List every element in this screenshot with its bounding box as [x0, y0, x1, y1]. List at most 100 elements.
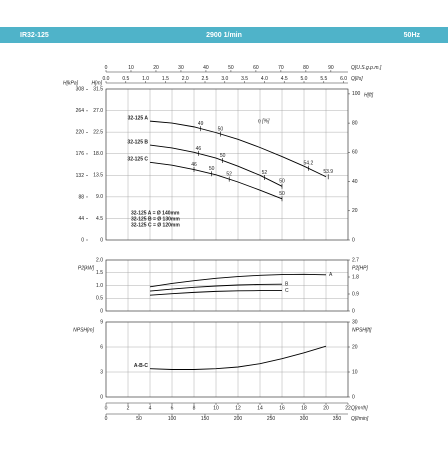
y-tick-label: 0 — [100, 394, 103, 400]
axis-tick-label: 100 — [168, 416, 177, 422]
curve — [149, 144, 283, 187]
efficiency-label: 53.9 — [323, 169, 333, 175]
x-tick-label: 14 — [257, 405, 263, 411]
axis-tick-label: 80 — [303, 65, 309, 71]
curve-label: 32-125 B — [127, 139, 148, 145]
axis-tick-label: 90 — [328, 65, 334, 71]
y-tick-label: 4.5 — [96, 216, 103, 222]
y2-tick-label: 0 — [352, 308, 355, 314]
curve — [149, 290, 282, 296]
axis-tick-label: 40 — [203, 65, 209, 71]
y-tick-label: 6 — [100, 344, 103, 350]
y-axis-label: H[m] — [91, 80, 102, 86]
axis-tick-label: 3.0 — [221, 76, 228, 82]
y-tick-label: 1.0 — [96, 283, 103, 289]
y3-tick-label: 88 — [78, 194, 84, 200]
x-tick-label: 2 — [127, 405, 130, 411]
curve-label: 32-125 A — [128, 115, 149, 121]
curve-label: B — [285, 282, 289, 288]
axis-label: Q[U.S.g.p.m.] — [351, 65, 382, 71]
note: 32-125 C = Ø 120mm — [131, 222, 180, 228]
axis-tick-label: 50 — [228, 65, 234, 71]
x-tick-label: 6 — [171, 405, 174, 411]
efficiency-label: 50 — [209, 166, 215, 172]
axis-tick-label: 3.5 — [241, 76, 248, 82]
curve — [149, 120, 327, 178]
y2-tick-label: 1.8 — [352, 274, 359, 280]
header-bar — [0, 27, 448, 43]
y2-tick-label: 60 — [352, 150, 358, 156]
y-axis-label: P2[kW] — [78, 265, 95, 271]
y3-tick-label: 220 — [76, 130, 85, 136]
curve — [149, 345, 327, 370]
axis-tick-label: 70 — [278, 65, 284, 71]
efficiency-label: 50 — [279, 179, 285, 185]
y3-tick-label: 176 — [76, 151, 85, 157]
axis-tick-label: 0 — [105, 65, 108, 71]
axis-tick-label: 350 — [333, 416, 342, 422]
y2-tick-label: 20 — [352, 344, 358, 350]
efficiency-label: 46 — [196, 146, 202, 152]
y3-axis-label: H[kPa] — [63, 80, 79, 86]
x-tick-label: 16 — [279, 405, 285, 411]
axis-tick-label: 60 — [253, 65, 259, 71]
y3-tick-label: 264 — [76, 108, 85, 114]
y3-tick-label: 132 — [76, 173, 85, 179]
x-tick-label: 8 — [193, 405, 196, 411]
axis-label: Q[l/s] — [351, 76, 363, 82]
axis-tick-label: 1.0 — [142, 76, 149, 82]
axis-tick-label: 5.5 — [320, 76, 327, 82]
y-tick-label: 0 — [100, 308, 103, 314]
axis-tick-label: 4.5 — [281, 76, 288, 82]
y2-tick-label: 10 — [352, 369, 358, 375]
efficiency-label: 52 — [226, 171, 232, 177]
curve — [149, 161, 283, 200]
x-tick-label: 0 — [105, 405, 108, 411]
y2-tick-label: 30 — [352, 319, 358, 325]
y-tick-label: 3 — [100, 369, 103, 375]
y-tick-label: 1.5 — [96, 270, 103, 276]
x-tick-label: 10 — [213, 405, 219, 411]
axis-tick-label: 2.0 — [182, 76, 189, 82]
axis-tick-label: 300 — [300, 416, 309, 422]
curve-label: C — [285, 288, 289, 294]
y-tick-label: 13.5 — [93, 173, 103, 179]
y-tick-label: 9 — [100, 319, 103, 325]
axis-tick-label: 10 — [128, 65, 134, 71]
axis-tick-label: 0.5 — [122, 76, 129, 82]
x-tick-label: 12 — [235, 405, 241, 411]
curve — [149, 283, 283, 292]
y-tick-label: 18.0 — [93, 151, 103, 157]
axis-tick-label: 200 — [234, 416, 243, 422]
y2-tick-label: 100 — [352, 91, 361, 97]
x-tick-label: 22 — [345, 405, 351, 411]
frequency: 50Hz — [404, 32, 421, 39]
efficiency-label: 50 — [220, 153, 226, 159]
axis-tick-label: 30 — [178, 65, 184, 71]
efficiency-label: 52 — [262, 170, 268, 176]
efficiency-label: 46 — [191, 162, 197, 168]
model: IR32-125 — [20, 32, 49, 39]
y-tick-label: 27.0 — [93, 108, 103, 114]
efficiency-label: 50 — [279, 191, 285, 197]
y2-tick-label: 40 — [352, 179, 358, 185]
x-tick-label: 20 — [323, 405, 329, 411]
y-tick-label: 31.5 — [93, 86, 103, 92]
y-tick-label: 2.0 — [96, 257, 103, 263]
y-tick-label: 0.5 — [96, 296, 103, 302]
y-tick-label: 0 — [100, 237, 103, 243]
y2-tick-label: 0 — [352, 394, 355, 400]
plot-frame — [105, 321, 349, 398]
x-tick-label: 18 — [301, 405, 307, 411]
curve-label: A-B-C — [134, 363, 149, 369]
axis-tick-label: 1.5 — [162, 76, 169, 82]
axis-tick-label: 50 — [136, 416, 142, 422]
y2-axis-label: NPSH[ft] — [352, 327, 372, 333]
y2-axis-label: P2[HP] — [352, 265, 368, 271]
axis-tick-label: 6.0 — [340, 76, 347, 82]
speed: 2900 1/min — [206, 32, 242, 39]
efficiency-label: 50 — [218, 126, 224, 132]
y2-tick-label: 0.9 — [352, 291, 359, 297]
